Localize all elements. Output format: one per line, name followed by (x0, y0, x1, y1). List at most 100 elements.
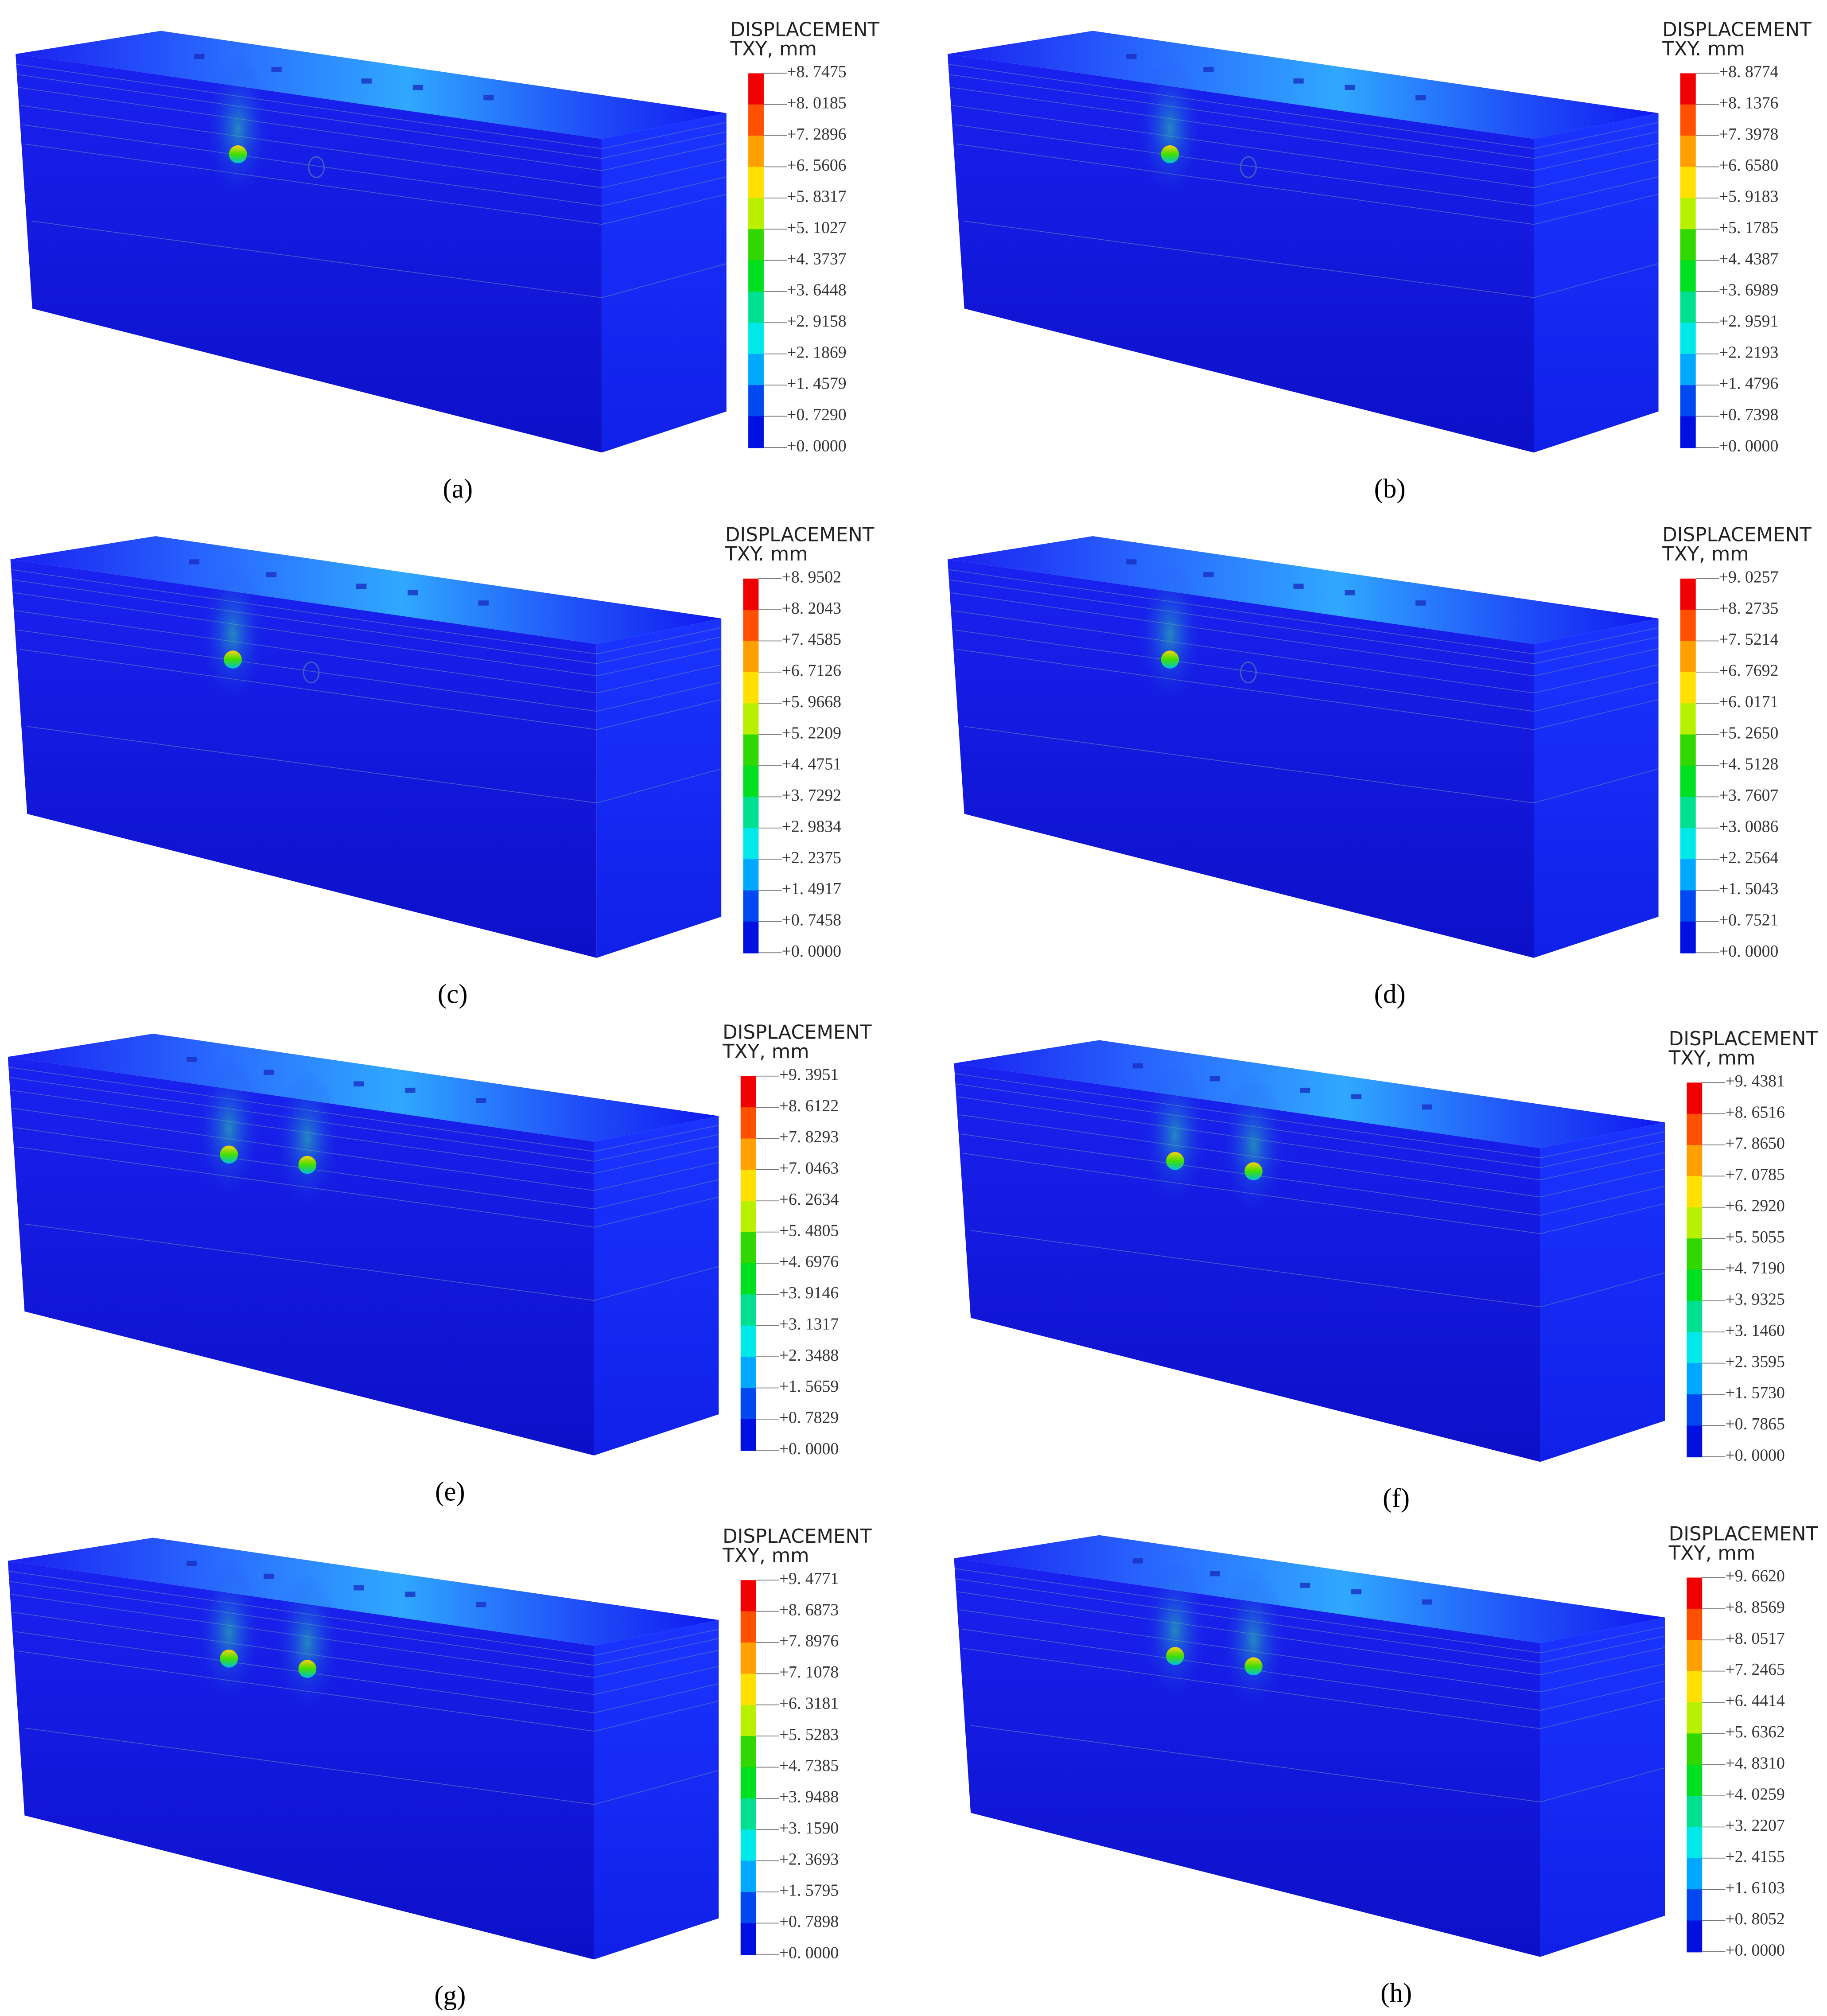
legend-swatch (743, 797, 759, 829)
legend-swatch (740, 1388, 756, 1420)
legend-label: +6. 5606 (787, 156, 846, 175)
legend-label: +5. 9183 (1719, 187, 1778, 206)
legend-label: +0. 7290 (787, 405, 846, 424)
top-face (16, 31, 727, 139)
legend-swatch (743, 859, 759, 891)
legend-swatch (740, 1674, 756, 1706)
legend-swatch (1680, 797, 1696, 829)
legend-swatch (1687, 1269, 1703, 1302)
front-face (954, 1558, 1540, 1957)
legend-label: +0. 7458 (782, 911, 841, 930)
stratum-line (964, 726, 1534, 804)
legend-swatch (1680, 672, 1696, 704)
legend-swatch (748, 260, 764, 292)
surface-marker (1415, 600, 1426, 606)
surface-marker (354, 1585, 364, 1591)
legend-swatch (1680, 323, 1696, 355)
surface-marker (189, 559, 200, 564)
stratum-line (596, 636, 722, 664)
surface-marker (483, 95, 494, 101)
stratum-line (1533, 681, 1659, 712)
tunnel (298, 1156, 317, 1174)
stratum-line (594, 1196, 719, 1228)
surface-marker (266, 572, 277, 577)
legend-swatch (1687, 1796, 1703, 1828)
legend-swatch (1687, 1702, 1703, 1734)
surface-marker (1345, 590, 1355, 595)
stratum-line (1533, 636, 1659, 664)
stratum-line (1540, 1767, 1665, 1802)
legend-title: DISPLACEMENT (1669, 1523, 1818, 1545)
surface-marker (412, 85, 423, 90)
tunnel (1166, 1152, 1184, 1170)
tunnel-outline (303, 661, 320, 684)
stratum-line (594, 1134, 719, 1162)
stratum-line (951, 592, 1534, 677)
legend-swatch (1680, 416, 1696, 448)
legend-swatch (740, 1169, 756, 1202)
legend-label: +3. 7607 (1719, 786, 1778, 805)
legend-swatch (1687, 1082, 1703, 1115)
stratum-line (594, 1701, 719, 1732)
legend-swatch (743, 703, 759, 736)
legend-label: +6. 2920 (1725, 1196, 1784, 1215)
legend-label: +9. 6620 (1725, 1567, 1784, 1585)
stratum-line (1540, 1203, 1665, 1234)
legend-swatch (1680, 354, 1696, 386)
legend-swatch (748, 323, 764, 355)
legend-unit: TXY, mm (1668, 1542, 1755, 1565)
legend-label: +8. 1376 (1719, 93, 1778, 112)
legend-unit: TXY, mm (722, 1545, 809, 1567)
legend-label: +5. 8317 (787, 187, 846, 206)
surface-marker (1209, 1571, 1221, 1576)
legend-label: +7. 5214 (1719, 630, 1779, 649)
stratum-line (602, 143, 727, 171)
surface-marker (187, 1057, 197, 1062)
front-face (10, 559, 597, 958)
side-face (594, 1620, 719, 1960)
tunnel (220, 1145, 238, 1164)
legend-swatch (1680, 260, 1696, 292)
stratum-line (12, 579, 597, 664)
tunnel (1166, 1647, 1184, 1665)
influence-zone (1220, 1570, 1287, 1712)
top-face (954, 1040, 1665, 1148)
legend-swatch (1680, 610, 1696, 642)
legend-swatch (748, 291, 764, 323)
side-face (594, 1116, 719, 1456)
front-face (8, 1057, 594, 1456)
influence-zone (204, 58, 272, 199)
legend-label: +0. 0000 (1725, 1941, 1784, 1960)
tunnel (1161, 145, 1179, 163)
legend-swatch (743, 641, 759, 673)
legend-swatch (748, 73, 764, 105)
stratum-line (594, 1683, 719, 1713)
stratum-line (24, 144, 602, 225)
legend-swatch (1687, 1176, 1703, 1208)
legend-label: +0. 8052 (1725, 1910, 1784, 1928)
legend-label: +4. 8310 (1725, 1754, 1784, 1772)
legend-swatch (1687, 1671, 1703, 1703)
legend-label: +7. 2896 (787, 125, 846, 144)
legend-swatch (1680, 828, 1696, 860)
legend-swatch (740, 1357, 756, 1389)
legend-unit: TXY, mm (730, 38, 816, 60)
stratum-line (1533, 122, 1659, 149)
stratum-line (1533, 131, 1659, 159)
stratum-line (594, 1638, 719, 1666)
stratum-line (1540, 1168, 1665, 1198)
legend-unit: TXY, mm (1668, 1047, 1755, 1070)
surface-marker (1422, 1599, 1432, 1605)
stratum-line (1540, 1663, 1665, 1693)
stratum-line (594, 1266, 719, 1301)
influence-zone (1136, 563, 1204, 705)
legend-swatch (743, 578, 759, 611)
legend-label: +3. 1317 (779, 1315, 839, 1333)
stratum-line (602, 159, 727, 188)
panel-label: (h) (1380, 1978, 1412, 2008)
legend-label: +9. 3951 (779, 1065, 839, 1084)
stratum-line (602, 263, 727, 298)
top-face (8, 1034, 719, 1142)
stratum-line (1533, 159, 1659, 188)
